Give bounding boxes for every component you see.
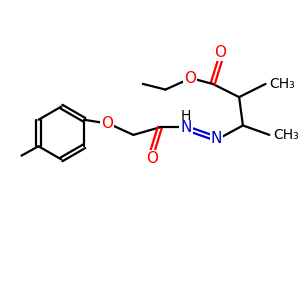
Text: CH₃: CH₃: [273, 128, 299, 142]
Text: CH₃: CH₃: [269, 77, 295, 91]
Text: N: N: [181, 120, 192, 135]
Text: H: H: [181, 109, 191, 123]
Text: N: N: [211, 131, 222, 146]
Text: O: O: [101, 116, 113, 131]
Text: O: O: [146, 151, 158, 166]
Text: O: O: [214, 45, 226, 60]
Text: O: O: [184, 71, 196, 86]
